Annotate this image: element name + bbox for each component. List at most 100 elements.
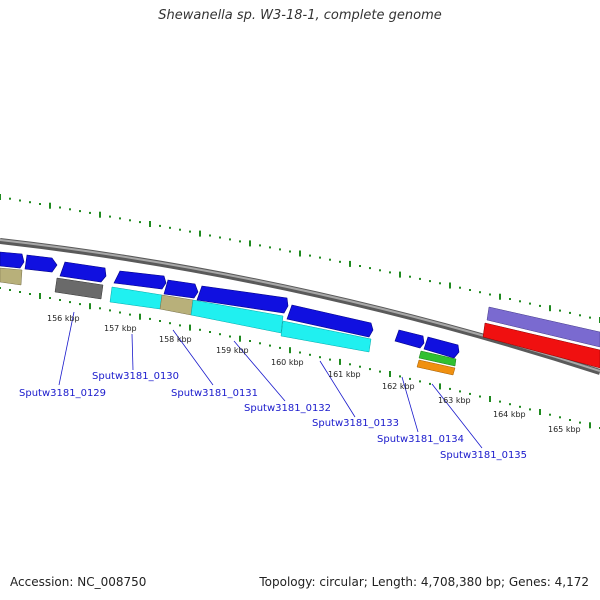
cds-feature[interactable]: [24, 254, 58, 273]
orange-feature[interactable]: [416, 359, 456, 376]
minor-tick: [179, 228, 181, 231]
minor-tick: [229, 238, 231, 241]
major-tick: [339, 358, 341, 365]
minor-tick: [119, 311, 121, 314]
cds-feature[interactable]: [163, 279, 199, 299]
grey-feature[interactable]: [54, 277, 104, 300]
minor-tick: [169, 226, 171, 229]
minor-tick: [269, 246, 271, 249]
gene-label[interactable]: Sputw3181_0130: [92, 371, 179, 382]
cds-feature[interactable]: [286, 304, 374, 338]
minor-tick: [159, 320, 161, 322]
minor-tick: [209, 234, 211, 237]
cyan-feature[interactable]: [109, 286, 163, 310]
green-feature[interactable]: [418, 350, 457, 367]
minor-tick: [339, 260, 341, 263]
major-tick: [289, 347, 291, 354]
minor-tick: [329, 258, 331, 261]
gene-label[interactable]: Sputw3181_0135: [440, 450, 527, 461]
minor-tick: [59, 206, 61, 209]
gene-label[interactable]: Sputw3181_0134: [377, 434, 464, 445]
minor-tick: [389, 271, 391, 274]
minor-tick: [19, 291, 21, 293]
major-tick: [449, 282, 451, 289]
khaki-feature[interactable]: [0, 267, 23, 286]
cds-feature[interactable]: [423, 336, 460, 359]
cds-feature[interactable]: [0, 251, 25, 269]
minor-tick: [9, 197, 11, 200]
major-tick: [549, 305, 551, 312]
minor-tick: [479, 395, 481, 398]
minor-tick: [429, 382, 431, 385]
kbp-label: 159 kbp: [216, 346, 249, 355]
minor-tick: [189, 230, 191, 233]
minor-tick: [569, 419, 571, 421]
major-tick: [389, 371, 391, 377]
minor-tick: [469, 392, 471, 395]
minor-tick: [579, 314, 581, 317]
accession-label: Accession: NC_008750: [10, 575, 147, 589]
gene-label[interactable]: Sputw3181_0132: [244, 403, 331, 414]
minor-tick: [309, 254, 311, 257]
khaki-feature[interactable]: [159, 294, 194, 316]
major-tick: [49, 202, 51, 209]
minor-tick: [79, 210, 81, 213]
minor-tick: [509, 298, 511, 300]
minor-tick: [169, 322, 171, 325]
minor-tick: [289, 250, 291, 253]
minor-tick: [109, 215, 111, 218]
major-tick: [99, 211, 101, 218]
major-tick: [189, 324, 191, 331]
cyan-feature[interactable]: [190, 299, 284, 334]
minor-tick: [369, 267, 371, 270]
minor-tick: [9, 289, 11, 291]
cds-feature[interactable]: [196, 285, 289, 314]
red-feature[interactable]: [482, 322, 600, 369]
minor-tick: [0, 287, 1, 289]
kbp-label: 161 kbp: [328, 370, 361, 379]
minor-tick: [349, 363, 351, 366]
minor-tick: [409, 275, 411, 278]
minor-tick: [69, 208, 71, 211]
major-tick: [249, 240, 251, 247]
minor-tick: [69, 301, 71, 304]
minor-tick: [519, 300, 521, 303]
minor-tick: [49, 297, 51, 299]
cyan-feature[interactable]: [280, 320, 372, 353]
forward-cds-track: [0, 251, 460, 359]
minor-tick: [29, 293, 31, 295]
minor-tick: [179, 324, 181, 327]
minor-tick: [149, 317, 151, 320]
minor-tick: [29, 201, 31, 204]
major-tick: [39, 293, 41, 299]
major-tick: [489, 396, 491, 402]
cds-feature[interactable]: [394, 329, 425, 349]
minor-tick: [259, 244, 261, 247]
gene-label[interactable]: Sputw3181_0131: [171, 388, 258, 399]
major-tick: [0, 194, 1, 200]
minor-tick: [279, 346, 281, 349]
minor-tick: [249, 340, 251, 342]
cds-feature[interactable]: [113, 270, 167, 290]
minor-tick: [229, 335, 231, 338]
gene-label[interactable]: Sputw3181_0129: [19, 388, 106, 399]
minor-tick: [19, 199, 21, 202]
kbp-label: 162 kbp: [382, 382, 415, 391]
purple-feature[interactable]: [486, 306, 600, 348]
minor-tick: [379, 370, 381, 373]
minor-tick: [529, 408, 531, 411]
major-tick: [199, 230, 201, 237]
cds-feature[interactable]: [59, 261, 107, 283]
minor-tick: [219, 333, 221, 336]
minor-tick: [129, 313, 131, 316]
minor-tick: [559, 416, 561, 419]
minor-tick: [419, 277, 421, 280]
kbp-label: 160 kbp: [271, 358, 304, 367]
minor-tick: [359, 365, 361, 368]
major-tick: [89, 303, 91, 310]
major-tick: [239, 335, 241, 342]
minor-tick: [359, 265, 361, 267]
minor-tick: [119, 217, 121, 220]
gene-label[interactable]: Sputw3181_0133: [312, 418, 399, 429]
minor-tick: [589, 316, 591, 319]
